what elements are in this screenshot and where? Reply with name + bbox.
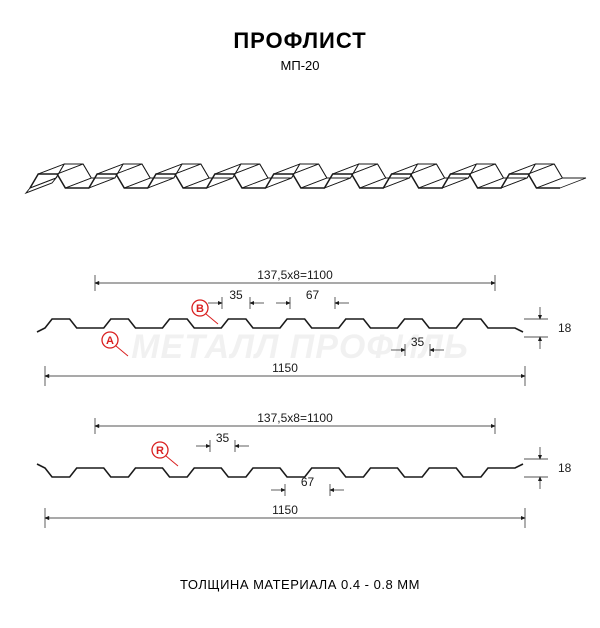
- svg-text:137,5x8=1100: 137,5x8=1100: [257, 268, 333, 282]
- svg-text:67: 67: [301, 475, 315, 489]
- technical-drawing: 137,5x8=1100 35 67 35 18 1150 A B 137,5x8=1100 35…: [0, 28, 600, 628]
- svg-text:35: 35: [216, 431, 230, 445]
- svg-text:B: B: [196, 303, 204, 315]
- svg-text:18: 18: [558, 321, 572, 335]
- svg-text:1150: 1150: [272, 361, 298, 375]
- svg-text:35: 35: [411, 335, 425, 349]
- svg-text:18: 18: [558, 461, 572, 475]
- svg-text:R: R: [156, 445, 164, 457]
- svg-text:67: 67: [306, 288, 320, 302]
- svg-text:1150: 1150: [272, 503, 298, 517]
- thickness-label: ТОЛЩИНА МАТЕРИАЛА 0.4 - 0.8 ММ: [0, 577, 600, 592]
- svg-text:35: 35: [229, 288, 243, 302]
- svg-text:A: A: [106, 335, 114, 347]
- svg-text:137,5x8=1100: 137,5x8=1100: [257, 411, 333, 425]
